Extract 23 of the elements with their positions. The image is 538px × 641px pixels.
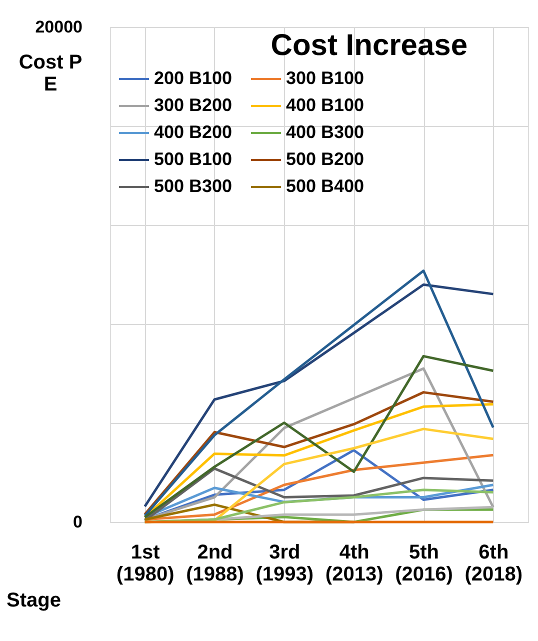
x-tick-label: 1st (1980) xyxy=(116,542,174,586)
line-series xyxy=(144,488,494,524)
legend-label: 500 B200 xyxy=(286,149,364,169)
legend-label: 500 B100 xyxy=(154,149,232,169)
line-series xyxy=(144,467,494,522)
x-tick-label: 6th (2018) xyxy=(464,542,523,586)
y-axis-title: Cost P E xyxy=(18,52,82,96)
legend-label: 400 B300 xyxy=(286,122,364,142)
legend-label: 200 B100 xyxy=(154,68,232,88)
x-tick-label: 2nd (1988) xyxy=(186,542,244,586)
x-axis-title: Stage xyxy=(6,590,61,612)
legend-label: 400 B100 xyxy=(286,95,364,115)
x-tick-label: 4th (2013) xyxy=(325,542,384,586)
legend-label: 300 B200 xyxy=(154,95,232,115)
legend-label: 500 B400 xyxy=(286,176,364,196)
legend-label: 500 B300 xyxy=(154,176,232,196)
x-tick-label: 5th (2016) xyxy=(395,542,453,586)
y-tick-label: 20000 xyxy=(35,18,82,36)
x-tick-label: 3rd (1993) xyxy=(256,542,314,586)
legend-label: 400 B200 xyxy=(154,122,232,142)
y-tick-label: 0 xyxy=(73,512,82,532)
legend-label: 300 B100 xyxy=(286,68,364,88)
chart-title: Cost Increase xyxy=(270,29,468,62)
